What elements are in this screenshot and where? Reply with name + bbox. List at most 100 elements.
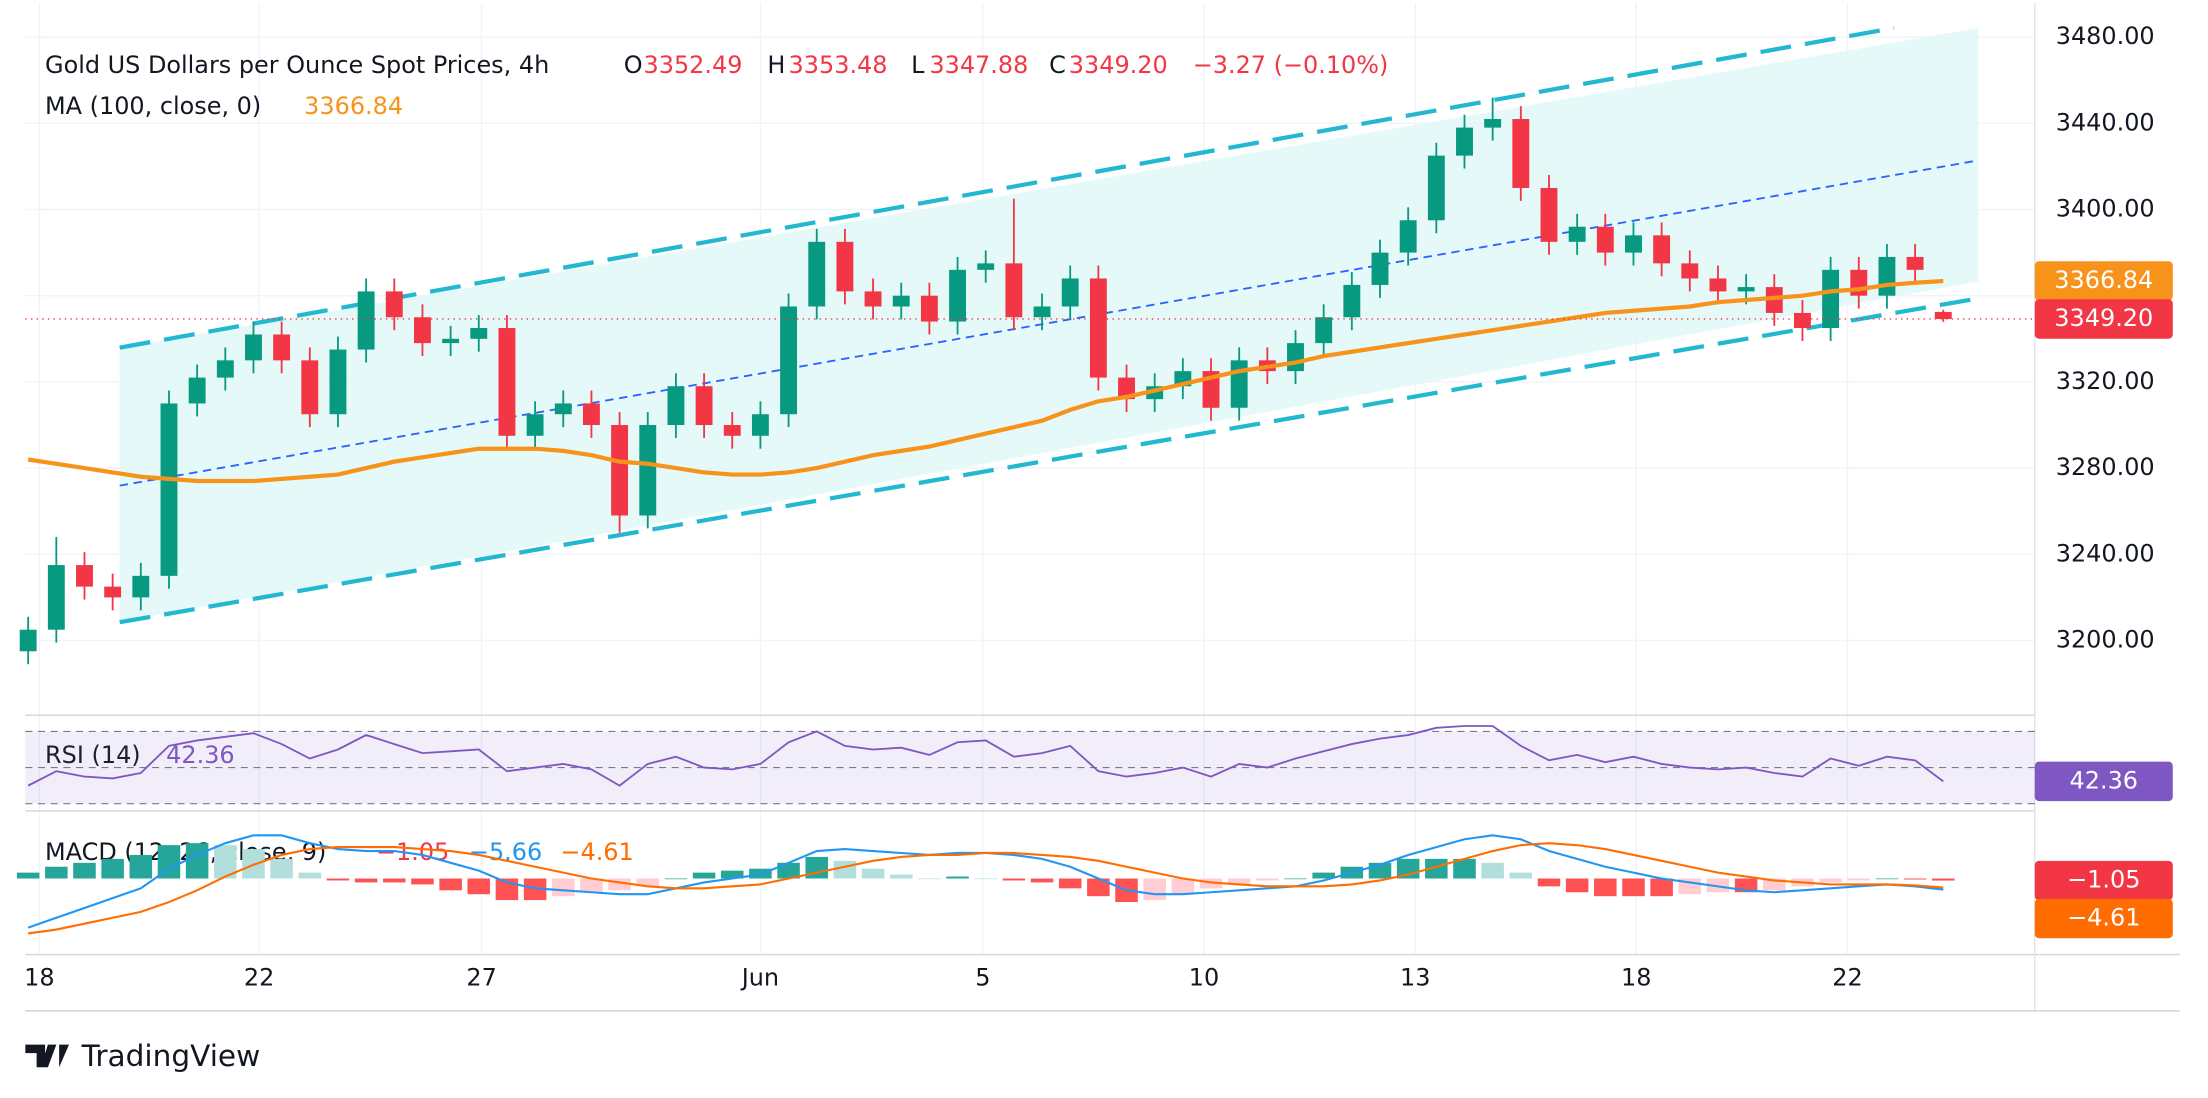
macd-histogram-bar [73,862,96,879]
candle-body [780,306,798,415]
candle-body [329,349,347,415]
candle-body [1287,343,1304,372]
open-value: 3352.49 [644,51,743,79]
candle-body [132,575,150,598]
x-tick-label: 22 [244,963,274,991]
candle-body [667,386,685,425]
candle-body [1512,118,1530,188]
macd-histogram-bar [16,872,40,879]
candle-body [245,334,262,361]
macd-histogram-bar [101,858,124,879]
macd-histogram-bar [1932,878,1955,881]
y-tick-label: 3320.00 [2056,367,2155,395]
logo [25,1044,69,1068]
macd-histogram-bar [1509,872,1533,879]
candle-body [1399,220,1417,253]
macd-hist-badge: −1.05 [2067,866,2140,894]
x-tick-label: 18 [1621,963,1651,991]
macd-histogram-bar [1594,878,1617,897]
candle-body [273,334,291,361]
candle-body [695,386,713,425]
candle-body [1653,235,1671,264]
candle-body [1794,312,1811,329]
macd-histogram-bar [467,878,491,895]
x-tick-label: 27 [466,963,496,991]
macd-histogram-bar [383,878,406,883]
high-value: 3353.48 [789,51,888,79]
macd-histogram-bar [608,878,631,891]
macd-histogram-bar [326,878,350,881]
ohlc-letter: O [624,51,643,79]
ohlc-letter: C [1049,51,1066,79]
candle-body [864,291,882,307]
candle-body [1737,287,1755,292]
macd-histogram-bar [1171,878,1195,895]
candle-body [385,291,403,318]
x-tick-label: 13 [1400,963,1430,991]
ohlc-letter: L [911,51,925,79]
y-tick-label: 3200.00 [2056,625,2155,653]
macd-histogram-bar [664,878,688,880]
candle-body [751,414,769,436]
change-value: −3.27 (−0.10%) [1193,51,1389,79]
macd-histogram-bar [1537,878,1561,887]
candle-body [920,295,938,322]
candle-body [470,328,488,339]
macd-histogram-bar [1030,878,1054,883]
candle-body [414,317,431,344]
candle-body [301,360,319,415]
macd-histogram-bar [1565,878,1589,893]
rsi-value: 42.36 [166,741,234,769]
macd-signal-badge-bg [2034,898,2173,939]
candle-body [1540,187,1558,242]
macd-histogram-bar [1622,878,1645,897]
macd-histogram-bar [889,874,913,879]
ma-name: MA (100, close, 0) [45,92,261,120]
candle-body [1625,235,1642,253]
macd-histogram-bar [974,878,997,880]
macd-histogram-bar [1763,878,1786,891]
candle-body [442,338,460,344]
candle-body [498,328,516,436]
candle-body [836,241,854,292]
candle-body [160,403,178,576]
y-tick-label: 3440.00 [2056,108,2155,136]
candle-body [1709,278,1727,292]
macd-histogram-bar [411,878,434,885]
macd-histogram-bar [861,868,885,879]
candle-body [1568,226,1586,242]
y-tick-label: 3280.00 [2056,453,2155,481]
macd-histogram-bar [1058,878,1082,889]
rsi-badge: 42.36 [2070,766,2138,794]
macd-histogram-bar [777,862,800,879]
candle-body [1315,317,1333,344]
candle-body [1230,360,1248,408]
candle-body [216,360,234,378]
macd-histogram-bar [1284,878,1307,880]
x-tick-label: Jun [740,963,779,991]
candle-body [1343,284,1361,318]
macd-signal-badge: −4.61 [2067,904,2140,932]
x-tick-label: 5 [975,963,990,991]
candle-body [1484,118,1502,128]
macd-histogram-bar [1875,878,1899,880]
candle-body [1061,278,1079,307]
macd-histogram-bar [1312,872,1335,879]
rsi-name: RSI (14) [45,741,141,769]
macd-histogram-bar [833,860,857,879]
logo-mark [25,1044,69,1068]
channel-upper [119,25,1895,350]
macd-histogram-bar [636,878,660,887]
candle-body [1033,306,1051,318]
macd-histogram-bar [692,872,716,879]
candle-body [1850,269,1868,296]
candle-body [892,295,910,307]
macd-histogram-bar [439,878,462,891]
macd-histogram-bar [1650,878,1673,897]
macd-histogram-bar [1425,858,1448,879]
macd-histogram-bar [720,870,744,879]
candle-body [639,424,657,516]
macd-histogram-bar [45,866,68,879]
x-tick-label: 10 [1189,963,1219,991]
macd-histogram-bar [298,872,322,879]
